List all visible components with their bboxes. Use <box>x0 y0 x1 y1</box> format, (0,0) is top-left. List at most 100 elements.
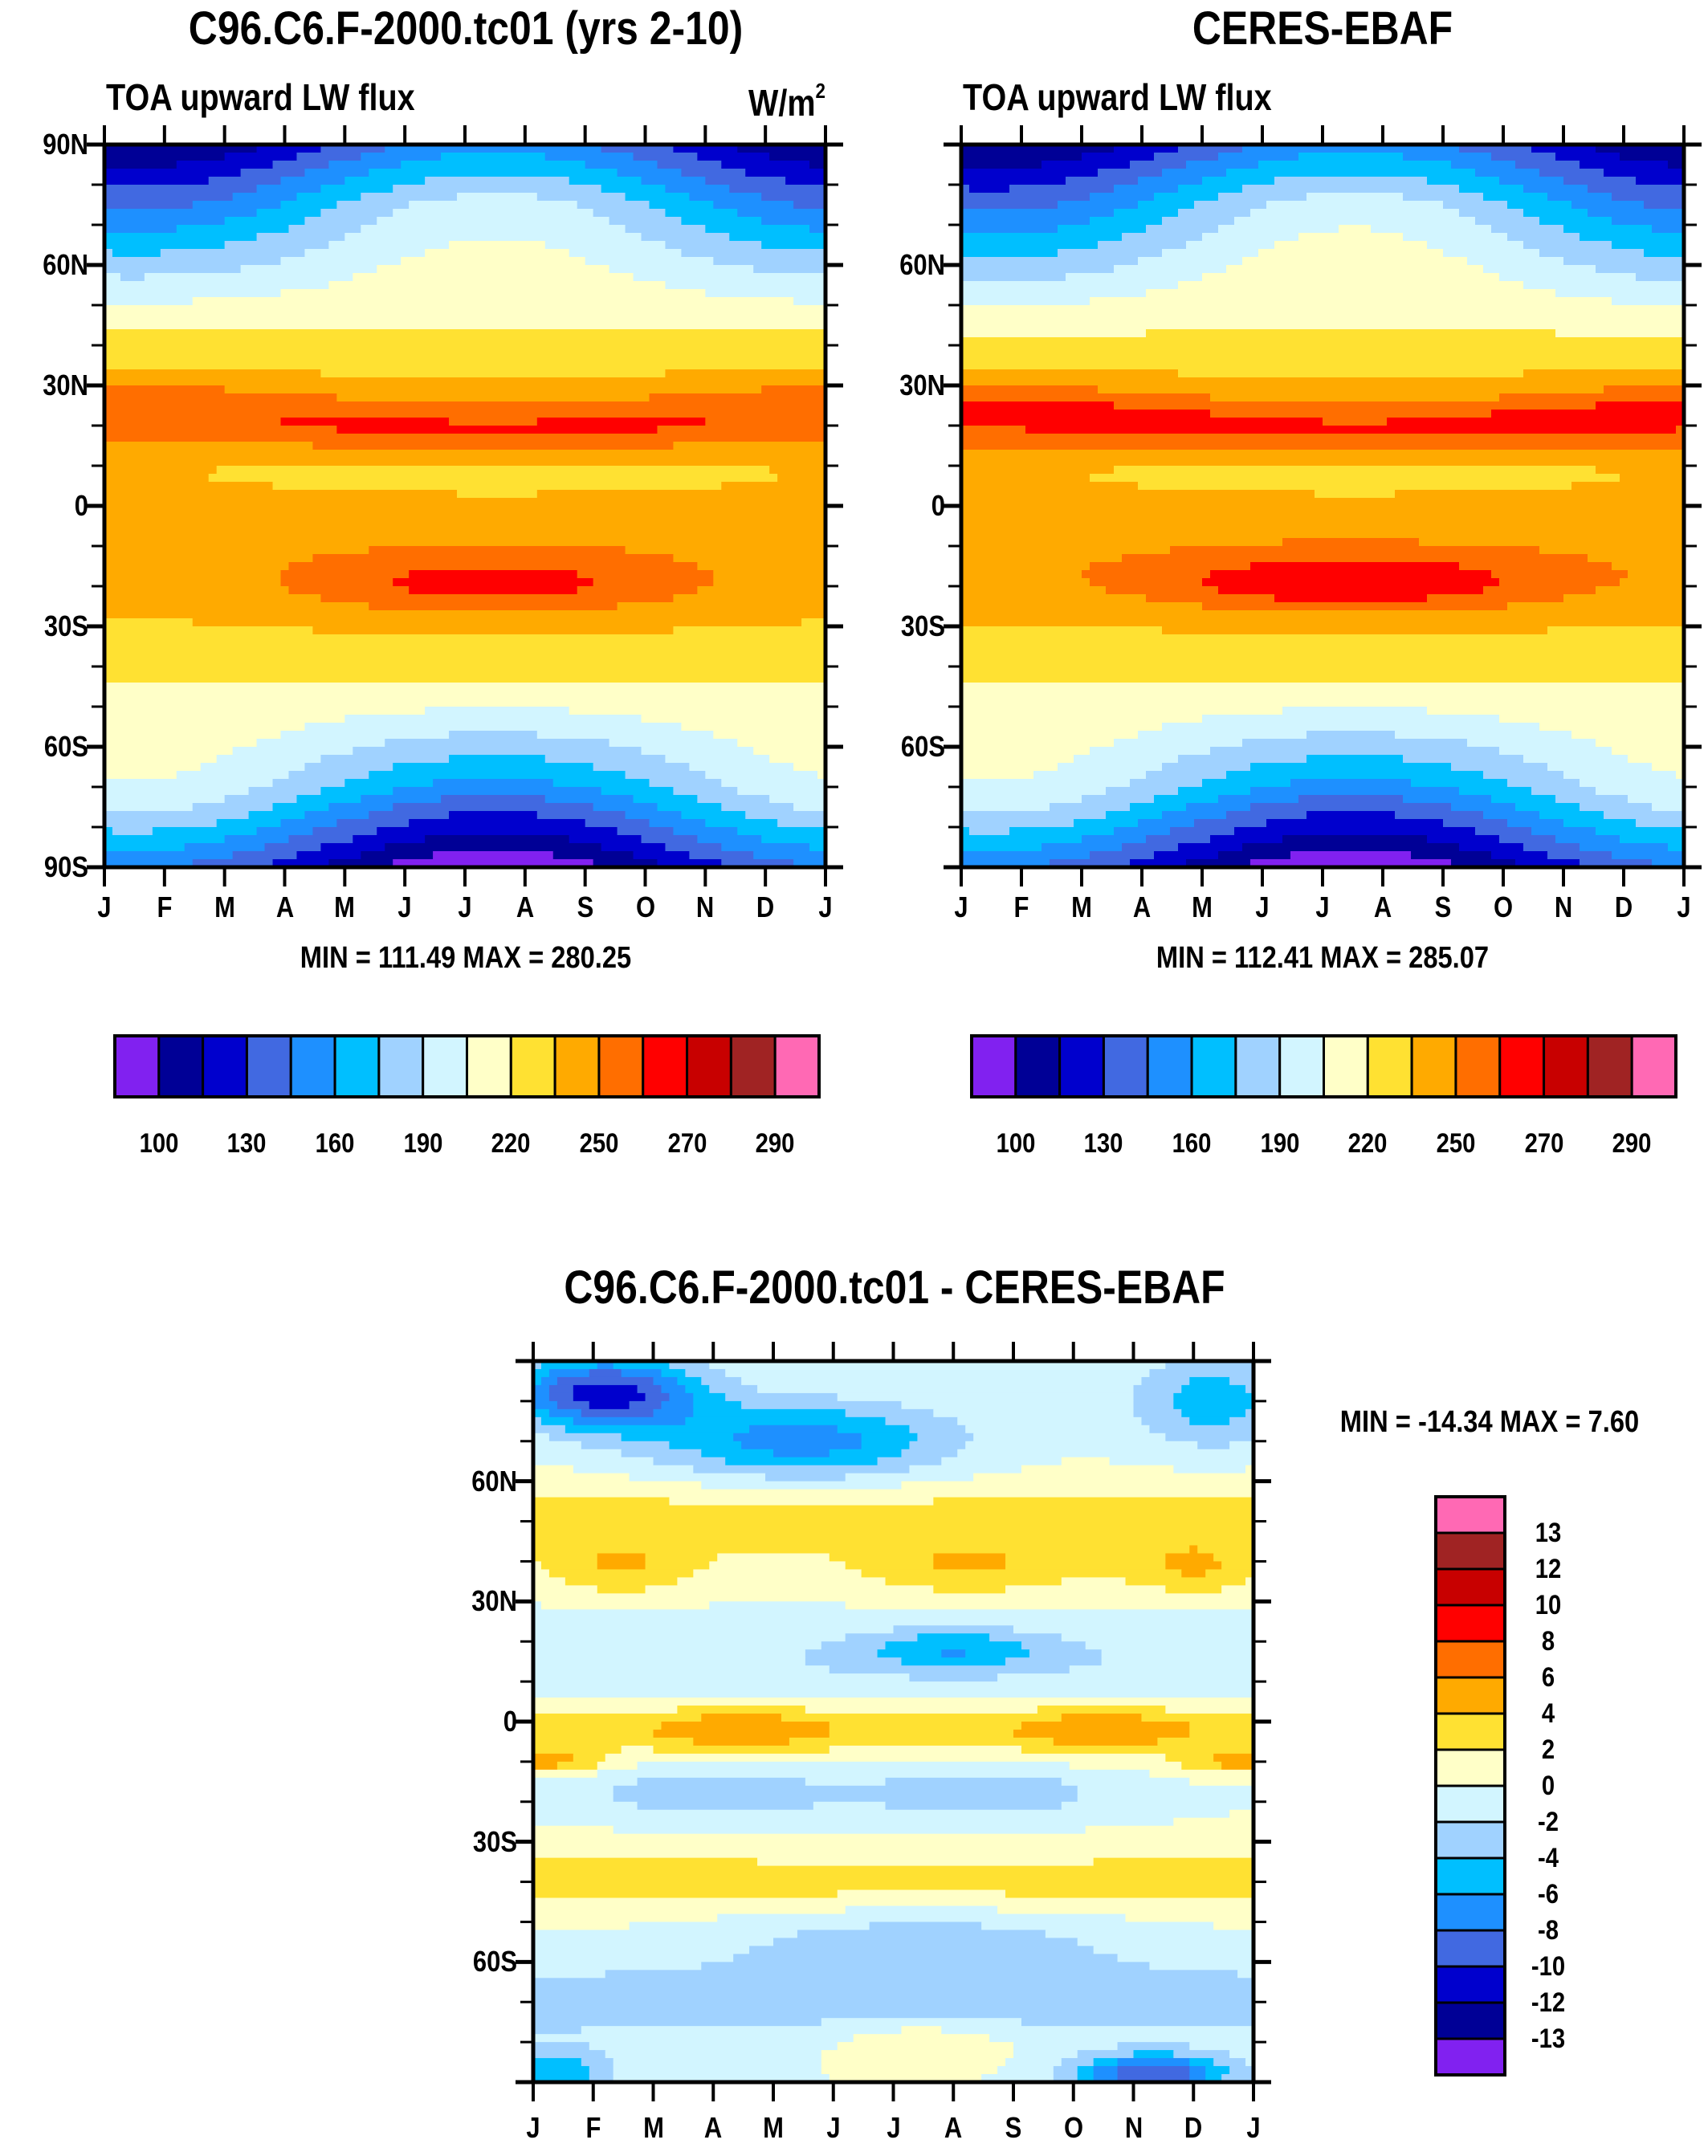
panel2-lat-label: 0 <box>931 489 945 522</box>
panel1-contour-fill <box>304 249 426 258</box>
panel1-month-label: J <box>397 891 412 923</box>
panel3-contour-fill <box>989 2034 1254 2043</box>
panel2-contour-fill <box>1499 393 1685 402</box>
panel1-contour-fill <box>312 827 377 836</box>
panel2-contour-fill <box>1515 859 1580 868</box>
panel3-contour-fill <box>589 2042 838 2051</box>
panel3-contour-fill <box>533 1633 846 1642</box>
panel2-contour-fill <box>1459 209 1524 218</box>
panel3-contour-fill <box>725 1457 878 1466</box>
panel1-units: W/m2 <box>647 79 825 124</box>
panel1-lat-label: 30N <box>43 369 88 401</box>
panel1-contour-fill <box>793 297 826 306</box>
panel2-contour-fill <box>1058 763 1163 772</box>
panel2-title: CERES-EBAF <box>1192 2 1453 55</box>
panel3-contour-fill <box>805 1706 1038 1714</box>
panel3-contour-fill <box>669 1392 694 1402</box>
panel2-contour-fill <box>1106 811 1163 820</box>
panel2-contour-fill <box>961 707 1283 715</box>
panel1-contour-fill <box>449 241 546 250</box>
panel2-contour-fill <box>1130 859 1187 868</box>
panel2-contour-fill <box>1114 185 1179 194</box>
panel2-contour-fill <box>1539 546 1685 555</box>
panel3-contour-fill <box>533 1777 638 1787</box>
panel3-contour-fill <box>613 1793 1078 1803</box>
panel1-colorbar-label: 160 <box>315 1128 355 1159</box>
panel1-contour-fill <box>665 369 826 378</box>
panel1-contour-fill <box>344 177 426 185</box>
panel3-colorbar-label: 4 <box>1541 1698 1555 1729</box>
panel3-contour-fill <box>1141 1714 1254 1722</box>
panel3-contour-fill <box>1013 2042 1119 2051</box>
panel2-contour-fill <box>1612 193 1685 202</box>
panel2-contour-fill <box>1226 265 1484 274</box>
panel1-contour-fill <box>104 546 369 555</box>
panel1-contour-fill <box>104 466 218 475</box>
panel1-contour-fill <box>393 209 594 218</box>
panel1-contour-fill <box>104 193 234 202</box>
panel1-contour-fill <box>705 418 826 426</box>
panel2-contour-fill <box>961 201 1058 210</box>
panel3-contour-fill <box>1237 1970 1254 1979</box>
panel2-contour-fill <box>1443 249 1540 258</box>
panel1-contour-fill <box>705 289 826 298</box>
panel3-contour-fill <box>533 1449 622 1458</box>
panel2-month-label: S <box>1434 891 1452 923</box>
panel2-colorbar-box <box>1630 1034 1677 1098</box>
panel3-contour-fill <box>653 1376 678 1386</box>
panel1-contour-fill <box>657 426 826 434</box>
panel3-contour-fill <box>1149 1368 1254 1378</box>
panel1-contour-fill <box>369 169 618 177</box>
panel1-colorbar-box <box>729 1034 777 1098</box>
panel1-contour-fill <box>320 185 393 194</box>
panel3-contour-fill <box>533 1481 702 1490</box>
panel1-contour-fill <box>721 482 826 491</box>
panel3-contour-fill <box>573 1392 646 1402</box>
panel2-contour-fill <box>1090 851 1155 860</box>
panel1-contour-fill <box>713 257 826 266</box>
panel2-contour-fill <box>961 675 1685 683</box>
panel1-contour-fill <box>633 153 698 161</box>
panel1-contour-fill <box>344 715 642 723</box>
panel2-contour-fill <box>1130 803 1187 812</box>
panel2-contour-fill <box>1571 731 1685 740</box>
panel3-contour-fill <box>533 1465 574 1474</box>
panel1-contour-fill <box>737 827 826 836</box>
panel2-contour-fill <box>1427 177 1500 185</box>
panel3-contour-fill <box>613 1825 1086 1835</box>
panel2-contour-fill <box>961 739 1115 748</box>
panel1-contour-fill <box>280 570 410 579</box>
panel1-title: C96.C6.F-2000.tc01 (yrs 2-10) <box>188 2 744 55</box>
panel3-contour-fill <box>1173 1465 1246 1474</box>
panel2-contour-fill <box>1178 209 1251 218</box>
panel1-contour-fill <box>401 257 586 266</box>
panel2-contour-fill <box>1202 715 1500 723</box>
panel3-contour-fill <box>533 1577 566 1586</box>
panel1-contour-fill <box>328 161 402 169</box>
panel1-contour-fill <box>689 193 762 202</box>
panel1-contour-fill <box>296 193 361 202</box>
panel3-contour-fill <box>533 1986 1254 1995</box>
panel1-colorbar-box <box>113 1034 161 1098</box>
panel1-contour-fill <box>713 578 826 587</box>
panel3-contour-fill <box>677 1577 887 1586</box>
panel1-contour-fill <box>232 851 298 860</box>
panel1-contour-fill <box>393 578 594 587</box>
panel1-contour-fill <box>328 281 666 290</box>
panel2-month-label: A <box>1132 891 1152 923</box>
panel1-contour-fill <box>665 185 730 194</box>
panel1-contour-fill <box>673 626 826 635</box>
panel2-contour-fill <box>1242 739 1468 748</box>
panel1-contour-fill <box>393 787 602 796</box>
panel2-contour-fill <box>1170 827 1235 836</box>
panel1-contour-fill <box>288 835 353 844</box>
panel3-contour-fill <box>533 1585 598 1594</box>
panel3-contour-fill <box>533 1914 718 1923</box>
panel3-contour-fill <box>1165 1361 1254 1370</box>
panel1-colorbar-label: 130 <box>227 1128 267 1159</box>
panel3-contour-fill <box>901 1449 958 1458</box>
panel1-colorbar-box <box>377 1034 425 1098</box>
panel2-contour-fill <box>1555 153 1620 161</box>
panel3-lat-label: 30N <box>471 1584 517 1618</box>
panel2-contour-fill <box>1202 273 1500 282</box>
